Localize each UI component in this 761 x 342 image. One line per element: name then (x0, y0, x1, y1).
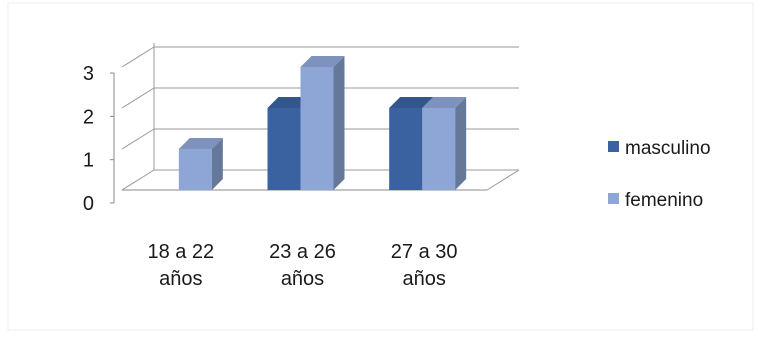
legend-swatch (608, 141, 619, 152)
legend-item-masculino: masculino (608, 138, 711, 159)
x-tick-label-line: años (402, 268, 445, 290)
bar-top (178, 138, 223, 149)
legend-swatch (608, 193, 619, 204)
legend: masculino femenino (608, 138, 711, 211)
bar-top (389, 97, 434, 108)
bar-top (300, 56, 345, 67)
x-tick-label: 18 a 22 años (147, 241, 214, 290)
y-tick-label: 3 (83, 63, 94, 85)
chart-border (7, 2, 754, 331)
x-tick-label: 23 a 26 años (269, 241, 336, 290)
legend-item-femenino: femenino (608, 190, 703, 211)
bar-front (422, 108, 456, 190)
floor-edge (486, 169, 520, 191)
bar-front (267, 108, 301, 190)
y-tick-label: 2 (83, 106, 94, 128)
axis-labels: 0 1 2 3 18 a 22 años 23 a 26 años 27 a 30 años (83, 63, 458, 290)
bar-top (422, 97, 467, 108)
x-tick-label-line: 18 a 22 (147, 241, 214, 263)
bar-front (178, 149, 212, 190)
bars (178, 56, 467, 190)
bar-femenino (178, 138, 223, 190)
y-tick-label: 0 (83, 193, 94, 215)
x-tick-label-line: años (159, 268, 202, 290)
x-tick-label: 27 a 30 años (391, 241, 458, 290)
bar-femenino (300, 56, 345, 190)
gridline-depth (121, 169, 155, 191)
bar-side (211, 138, 223, 190)
y-tick-label: 1 (83, 150, 94, 172)
bar-femenino (422, 97, 467, 190)
legend-label: masculino (625, 138, 711, 159)
gridline-depth (121, 46, 155, 68)
bar-front (300, 67, 334, 190)
x-tick-label-line: 23 a 26 (269, 241, 336, 263)
legend-label: femenino (625, 190, 703, 211)
gridline-depth (121, 128, 155, 150)
bar-side (455, 97, 467, 190)
bar-side (333, 56, 345, 190)
gridline-depth (121, 87, 155, 109)
x-tick-label-line: años (281, 268, 324, 290)
bar-front (389, 108, 423, 190)
x-tick-label-line: 27 a 30 (391, 241, 458, 263)
